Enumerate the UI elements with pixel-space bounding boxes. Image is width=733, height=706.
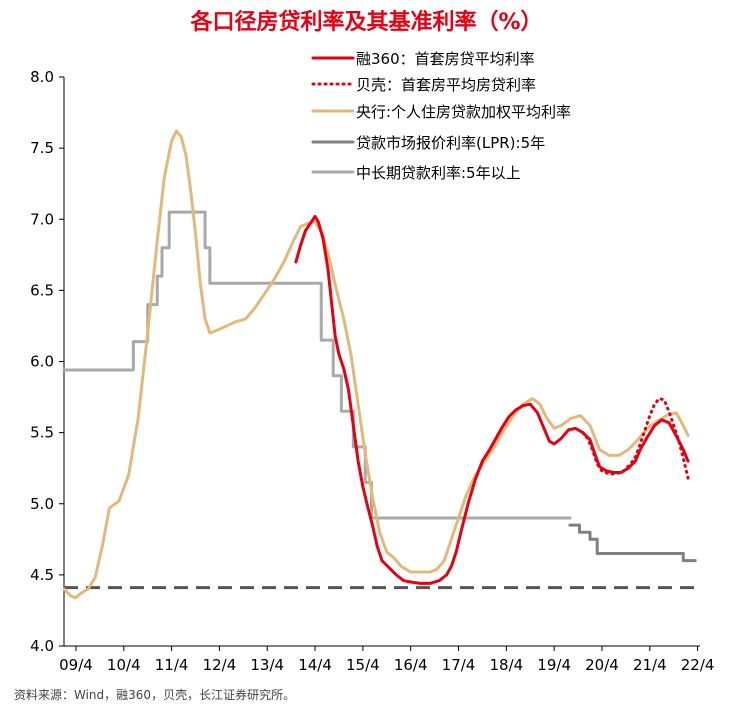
x-tick-label: 12/4 [203, 656, 237, 674]
legend: 融360：首套房贷平均利率贝壳：首套房平均房贷利率央行:个人住房贷款加权平均利率… [311, 50, 571, 182]
y-tick-label: 8.0 [30, 68, 54, 86]
y-tick-label: 5.0 [30, 495, 54, 513]
series-layer [62, 129, 697, 600]
x-tick-label: 18/4 [489, 656, 523, 674]
legend-label-1: 贝壳：首套房平均房贷利率 [356, 76, 536, 94]
legend-label-3: 贷款市场报价利率(LPR):5年 [356, 134, 545, 152]
x-tick-label: 20/4 [585, 656, 619, 674]
y-tick-label: 7.5 [30, 139, 54, 157]
series-line-4 [62, 210, 572, 520]
x-axis-ticks: 09/4 10/4 11/4 12/4 13/4 14/4 15/4 16/4 17/4 18/4… [59, 646, 714, 674]
series-line-3 [568, 523, 697, 563]
x-tick-label: 22/4 [681, 656, 715, 674]
y-tick-label: 5.5 [30, 424, 54, 442]
source-note: 资料来源：Wind，融360，贝壳，长江证券研究所。 [14, 688, 296, 702]
series-line-0 [294, 214, 690, 585]
x-tick-label: 09/4 [59, 656, 93, 674]
x-tick-label: 21/4 [633, 656, 667, 674]
legend-label-4: 中长期贷款利率:5年以上 [356, 164, 521, 182]
y-axis-ticks: 4.0 4.5 5.0 5.5 6.0 6.5 7.0 7.5 8.0 [30, 68, 64, 655]
legend-label-2: 央行:个人住房贷款加权平均利率 [356, 103, 571, 121]
y-tick-label: 7.0 [30, 210, 54, 228]
y-tick-label: 4.0 [30, 637, 54, 655]
y-tick-label: 4.5 [30, 566, 54, 584]
x-tick-label: 16/4 [394, 656, 428, 674]
x-tick-label: 13/4 [250, 656, 284, 674]
x-tick-label: 11/4 [155, 656, 189, 674]
legend-label-0: 融360：首套房贷平均利率 [356, 50, 535, 68]
series-line-1 [581, 396, 690, 480]
x-tick-label: 14/4 [298, 656, 332, 674]
y-tick-label: 6.0 [30, 353, 54, 371]
x-tick-label: 15/4 [346, 656, 380, 674]
chart-title: 各口径房贷利率及其基准利率（%） [190, 10, 543, 35]
x-tick-label: 10/4 [107, 656, 141, 674]
series-line-2 [62, 129, 690, 600]
x-tick-label: 19/4 [537, 656, 571, 674]
x-tick-label: 17/4 [442, 656, 476, 674]
y-tick-label: 6.5 [30, 281, 54, 299]
